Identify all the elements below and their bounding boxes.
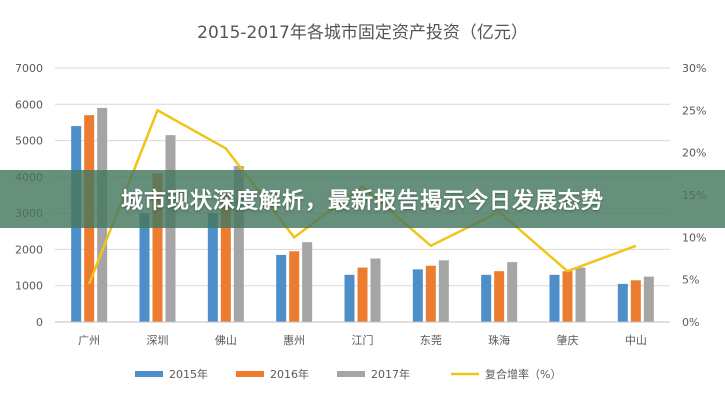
bar-2015年 — [208, 213, 218, 322]
legend-swatch — [337, 371, 365, 377]
y2-tick-label: 5% — [682, 274, 699, 287]
x-tick-label: 江门 — [352, 333, 374, 347]
bar-2015年 — [550, 275, 560, 322]
y2-tick-label: 20% — [682, 147, 706, 160]
legend-label: 2015年 — [169, 367, 208, 381]
bar-2015年 — [140, 213, 150, 322]
bar-2017年 — [302, 242, 312, 322]
x-tick-label: 惠州 — [283, 333, 305, 347]
x-tick-label: 中山 — [625, 334, 647, 347]
bar-2016年 — [494, 271, 504, 322]
bar-2016年 — [563, 271, 573, 322]
legend-label: 2017年 — [371, 367, 410, 381]
y-tick-label: 5000 — [15, 135, 43, 148]
y2-tick-label: 10% — [682, 231, 706, 244]
y2-tick-label: 25% — [682, 104, 706, 117]
bar-2017年 — [371, 259, 381, 323]
y-tick-label: 0 — [36, 316, 43, 329]
x-tick-label: 广州 — [78, 334, 100, 347]
x-tick-label: 佛山 — [215, 334, 237, 347]
bar-2015年 — [413, 269, 423, 322]
y-tick-label: 7000 — [15, 62, 43, 75]
bar-2017年 — [166, 135, 176, 322]
x-tick-label: 肇庆 — [557, 333, 579, 347]
bar-2016年 — [289, 251, 299, 322]
headline-text: 城市现状深度解析，最新报告揭示今日发展态势 — [121, 183, 604, 215]
x-tick-label: 东莞 — [420, 334, 442, 347]
bar-2015年 — [345, 275, 355, 322]
bar-2016年 — [631, 280, 641, 322]
bar-2017年 — [439, 260, 449, 322]
bar-2017年 — [507, 262, 517, 322]
y-tick-label: 6000 — [15, 98, 43, 111]
legend-swatch — [135, 371, 163, 377]
bar-2015年 — [618, 284, 628, 322]
bar-2015年 — [276, 255, 286, 322]
y2-tick-label: 30% — [682, 62, 706, 75]
x-tick-label: 深圳 — [147, 334, 169, 347]
bar-2017年 — [576, 268, 586, 322]
y-tick-label: 1000 — [15, 280, 43, 293]
bar-2015年 — [481, 275, 491, 322]
bar-2017年 — [644, 277, 654, 322]
legend-label: 2016年 — [270, 367, 309, 381]
bar-2016年 — [426, 266, 436, 322]
chart-title: 2015-2017年各城市固定资产投资（亿元） — [197, 23, 528, 43]
y2-tick-label: 0% — [682, 316, 699, 329]
x-tick-label: 珠海 — [488, 333, 510, 347]
headline-banner: 城市现状深度解析，最新报告揭示今日发展态势 — [0, 170, 725, 228]
bar-2016年 — [358, 268, 368, 322]
legend-label: 复合增率（%） — [485, 367, 561, 381]
y-tick-label: 2000 — [15, 243, 43, 256]
legend-swatch — [236, 371, 264, 377]
